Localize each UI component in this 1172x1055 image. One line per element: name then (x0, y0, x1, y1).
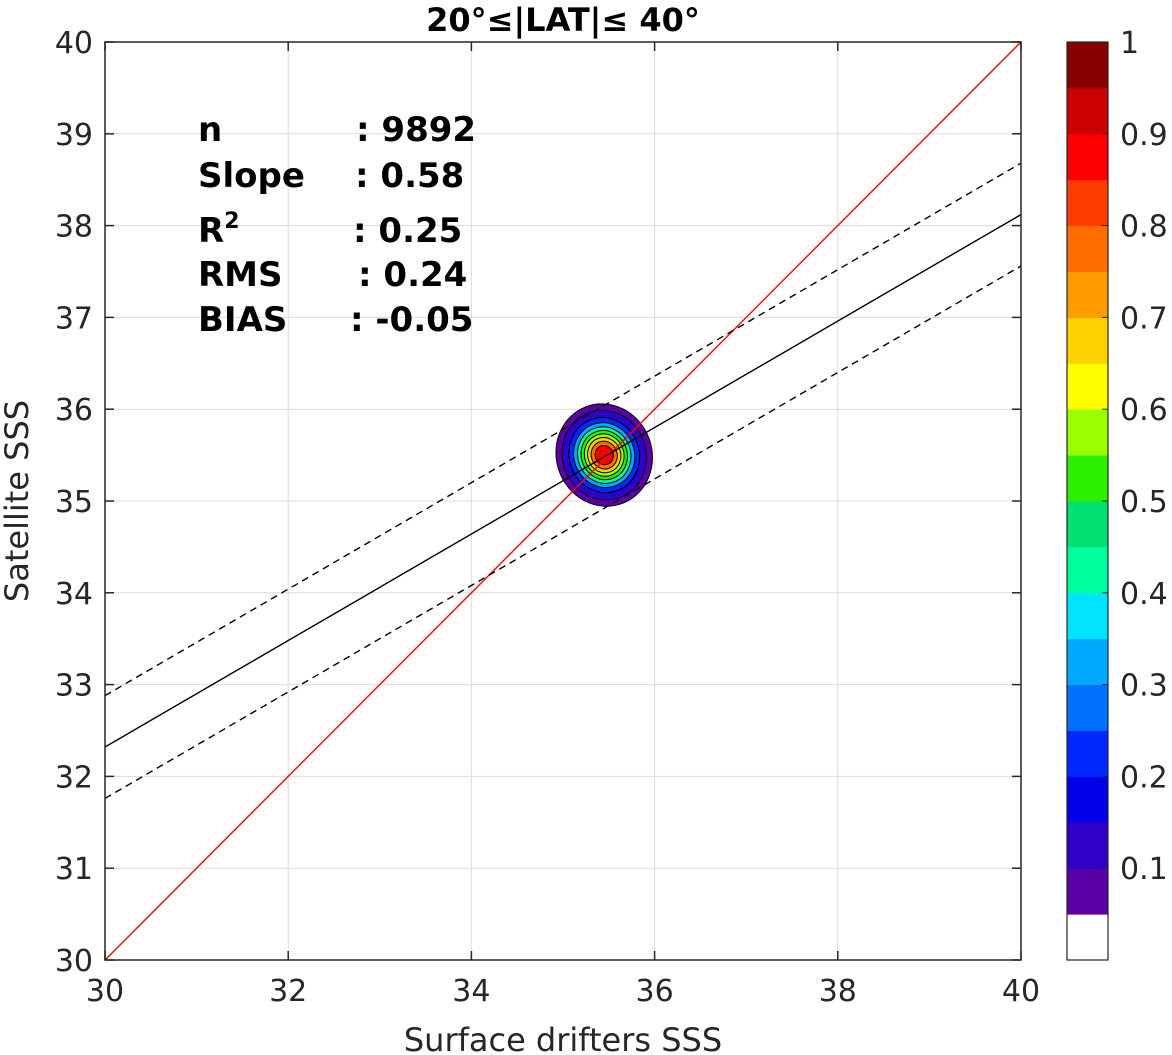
chart-title: 20°≤|LAT|≤ 40° (426, 1, 700, 40)
stat-value: : 9892 (356, 110, 476, 150)
x-axis-label: Surface drifters SSS (404, 1021, 722, 1055)
colorbar-tick-label: 0.6 (1120, 393, 1168, 428)
stat-value: : 0.24 (358, 255, 467, 295)
y-tick-label: 39 (55, 118, 93, 153)
colorbar: 0.1 0.2 0.3 0.4 0.5 0.6 0.7 0.8 0.9 1 (1066, 26, 1168, 961)
colorbar-tick-label: 0.2 (1120, 760, 1168, 795)
colorbar-tick-label: 0.5 (1120, 485, 1168, 520)
regression-upper-line (104, 162, 1022, 697)
colorbar-swatch (1067, 546, 1108, 594)
x-axis: 30 32 34 36 38 40 (86, 42, 1040, 1009)
stat-value: : -0.05 (350, 300, 473, 340)
colorbar-swatch (1067, 684, 1108, 731)
y-tick-label: 31 (55, 852, 93, 887)
regression-line (104, 213, 1022, 748)
colorbar-tick-label: 0.9 (1120, 118, 1168, 153)
colorbar-swatch (1067, 730, 1108, 777)
x-tick-label: 36 (636, 974, 674, 1009)
colorbar-swatch (1067, 776, 1108, 823)
colorbar-swatch (1067, 271, 1108, 318)
stat-label: Slope (198, 156, 305, 196)
x-tick-label: 40 (1002, 974, 1040, 1009)
colorbar-swatch (1067, 133, 1108, 181)
colorbar-swatch (1067, 87, 1108, 135)
y-tick-label: 34 (55, 577, 93, 612)
colorbar-swatch (1067, 409, 1108, 456)
colorbar-swatch (1067, 42, 1108, 89)
y-tick-label: 36 (55, 393, 93, 428)
identity-line (104, 41, 1022, 961)
stat-label: RMS (198, 255, 283, 295)
x-tick-label: 30 (86, 974, 124, 1009)
regression-lower-line (104, 265, 1022, 800)
colorbar-tick-label: 1 (1120, 26, 1139, 61)
y-tick-label: 38 (55, 210, 93, 245)
x-tick-label: 38 (819, 974, 857, 1009)
colorbar-swatch (1067, 592, 1108, 640)
colorbar-swatch (1067, 455, 1108, 502)
x-tick-label: 32 (269, 974, 307, 1009)
grid (105, 42, 1021, 960)
colorbar-swatch (1067, 317, 1108, 364)
colorbar-swatch (1067, 363, 1108, 410)
colorbar-swatch (1067, 225, 1108, 272)
y-axis-label: Satellite SSS (0, 400, 36, 602)
regression-lines (104, 41, 1022, 961)
x-tick-label: 34 (452, 974, 490, 1009)
colorbar-swatch (1067, 501, 1108, 548)
colorbar-tick-label: 0.7 (1120, 301, 1168, 336)
stat-value: : 0.25 (353, 211, 462, 251)
colorbar-swatch (1067, 179, 1108, 227)
density-contours (555, 403, 653, 507)
colorbar-swatch (1067, 868, 1108, 915)
colorbar-tick-label: 0.1 (1120, 852, 1168, 887)
colorbar-swatch (1067, 822, 1108, 869)
colorbar-tick-label: 0.8 (1120, 210, 1168, 245)
y-tick-label: 30 (55, 944, 93, 979)
y-tick-label: 37 (55, 301, 93, 336)
colorbar-tick-label: 0.3 (1120, 669, 1168, 704)
y-axis: 30 31 32 33 34 35 36 37 38 39 40 (55, 26, 1021, 979)
colorbar-swatch (1067, 638, 1108, 686)
y-tick-label: 32 (55, 760, 93, 795)
stat-label: BIAS (198, 300, 287, 340)
y-tick-label: 35 (55, 485, 93, 520)
y-tick-label: 40 (55, 26, 93, 61)
colorbar-swatch (1067, 914, 1108, 961)
stat-value: : 0.58 (355, 156, 464, 196)
stat-label: n (198, 110, 222, 150)
colorbar-tick-label: 0.4 (1120, 577, 1168, 612)
y-tick-label: 33 (55, 669, 93, 704)
